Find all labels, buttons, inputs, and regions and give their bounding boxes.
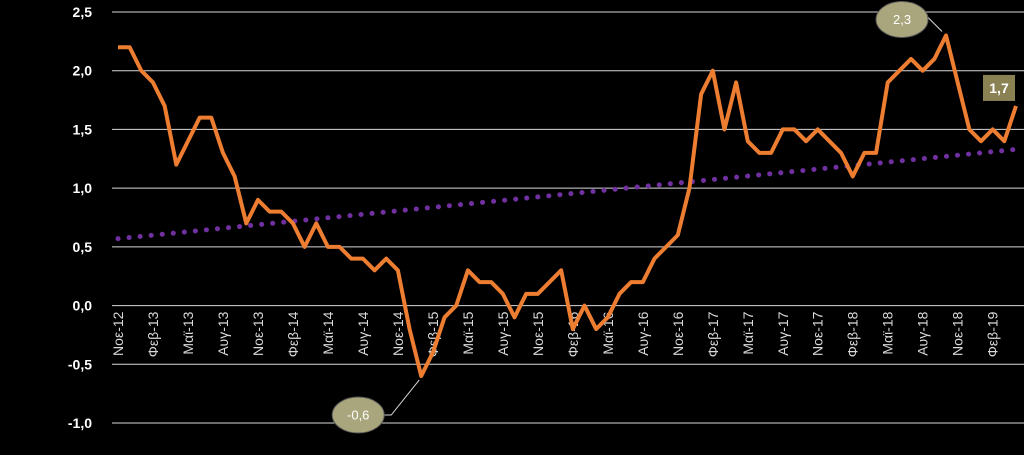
y-tick-label: -1,0 <box>68 415 92 431</box>
x-tick-label: Φεβ-18 <box>845 311 861 357</box>
y-axis-ticks: 2,5 2,0 1,5 1,0 0,5 0,0 -0,5 -1,0 <box>68 4 92 431</box>
last-value-label: 1,7 <box>983 74 1015 101</box>
y-tick-label: 1,5 <box>73 121 93 137</box>
x-tick-label: Μαϊ-18 <box>880 311 896 354</box>
x-tick-label: Νοε-14 <box>390 311 406 356</box>
x-tick-label: Αυγ-14 <box>355 311 371 355</box>
min-callout-label: -0,6 <box>347 408 369 423</box>
min-callout-leader <box>384 379 420 416</box>
trend-dots <box>115 146 1019 242</box>
y-tick-label: 2,5 <box>73 4 93 20</box>
x-tick-label: Αυγ-17 <box>775 311 791 355</box>
x-tick-label: Αυγ-16 <box>635 311 651 355</box>
x-tick-label: Μαϊ-15 <box>460 311 476 354</box>
x-tick-label: Φεβ-13 <box>145 311 161 357</box>
x-tick-label: Φεβ-14 <box>285 311 301 357</box>
x-tick-label: Νοε-16 <box>670 311 686 356</box>
y-tick-label: 2,0 <box>73 63 93 79</box>
y-tick-label: -0,5 <box>68 356 92 372</box>
x-tick-label: Μαϊ-13 <box>180 311 196 354</box>
x-tick-label: Νοε-15 <box>530 311 546 356</box>
y-tick-label: 0,5 <box>73 239 93 255</box>
max-callout-ellipse <box>875 0 929 38</box>
last-value-text: 1,7 <box>989 80 1009 96</box>
y-tick-label: 1,0 <box>73 180 93 196</box>
x-tick-label: Αυγ-18 <box>915 311 931 355</box>
annotations: 2,3 1,7 -0,6 <box>331 0 1015 434</box>
x-tick-label: Νοε-17 <box>810 311 826 356</box>
min-callout: -0,6 <box>331 379 420 434</box>
x-tick-label: Φεβ-17 <box>705 311 721 357</box>
x-tick-label: Μαϊ-14 <box>320 311 336 354</box>
max-callout: 2,3 <box>875 0 943 38</box>
x-tick-label: Αυγ-13 <box>215 311 231 355</box>
x-tick-label: Νοε-18 <box>950 311 966 356</box>
x-tick-label: Νοε-13 <box>250 311 266 356</box>
series-line <box>118 33 1018 379</box>
x-tick-label: Φεβ-19 <box>985 311 1001 357</box>
x-tick-label: Αυγ-15 <box>495 311 511 355</box>
max-callout-label: 2,3 <box>893 12 911 27</box>
min-callout-ellipse <box>331 396 385 434</box>
x-tick-label: Νοε-12 <box>110 311 126 356</box>
x-tick-label: Μαϊ-17 <box>740 311 756 354</box>
y-tick-label: 0,0 <box>73 298 93 314</box>
last-value-box <box>983 74 1015 101</box>
x-axis-ticks: Νοε-12 Φεβ-13 Μαϊ-13 Αυγ-13 Νοε-13 Φεβ-14 Μαϊ-… <box>110 311 1001 357</box>
trend-line <box>115 146 1019 242</box>
